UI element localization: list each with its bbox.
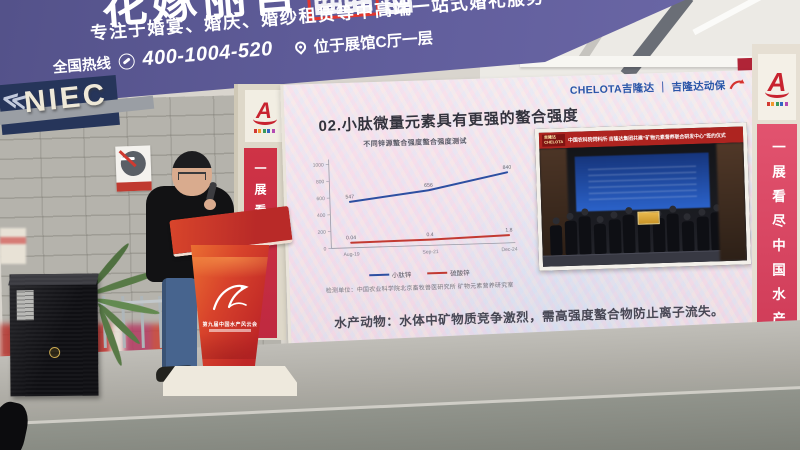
pa-speaker-logo-icon xyxy=(49,347,61,359)
chart-note: 检测单位：中国农业科学院北京畜牧兽医研究所 矿物元素营养研究室 xyxy=(325,282,514,295)
event-microtext xyxy=(253,128,275,133)
svg-text:800: 800 xyxy=(316,179,325,185)
photo-person xyxy=(578,208,593,256)
pa-speaker xyxy=(9,273,99,397)
sign-red-strip xyxy=(116,181,152,192)
svg-text:0: 0 xyxy=(324,246,327,252)
photo-person xyxy=(696,209,710,252)
photo-person xyxy=(710,204,724,251)
blurred-wall-sign xyxy=(0,228,26,264)
photo-caption: 中国农科院饲料所·吉隆达集团共建“矿物元素营养联合研发中心”签约仪式 xyxy=(568,132,726,144)
svg-text:547: 547 xyxy=(345,194,354,200)
photo-person xyxy=(564,213,578,256)
svg-text:656: 656 xyxy=(424,183,433,189)
photo-person xyxy=(608,211,622,255)
event-microtext xyxy=(766,101,788,106)
svg-text:840: 840 xyxy=(503,165,512,171)
photo-brand-logo: 吉隆达 CHELOTA xyxy=(541,134,566,147)
svg-text:600: 600 xyxy=(316,196,325,202)
svg-text:Dec-24: Dec-24 xyxy=(501,247,518,254)
right-banner-text: 一展看尽中国水产 xyxy=(770,140,785,336)
event-a-logo-icon: A xyxy=(253,97,277,125)
screen-brand: CHELOTA吉隆达 ｜ 吉隆达动保 xyxy=(570,77,745,97)
gold-plaque xyxy=(637,211,660,225)
ceiling-beam-horizontal xyxy=(520,56,800,67)
svg-text:400: 400 xyxy=(317,213,326,219)
brand-text: CHELOTA吉隆达 ｜ 吉隆达动保 xyxy=(569,79,726,97)
svg-text:1.8: 1.8 xyxy=(505,227,513,233)
legend-item: 小肽锌 xyxy=(368,269,412,280)
photo-person xyxy=(549,217,563,256)
presenter-hand xyxy=(204,199,216,210)
photo-blue-screen xyxy=(574,152,711,212)
svg-text:0.04: 0.04 xyxy=(346,235,356,241)
hotline-label: 全国热线 xyxy=(52,55,112,77)
svg-text:1000: 1000 xyxy=(313,162,325,168)
podium-event-subline xyxy=(190,329,270,332)
legend-label: 硫酸锌 xyxy=(450,270,470,278)
pa-speaker-label xyxy=(16,290,34,321)
svg-text:0.4: 0.4 xyxy=(426,232,434,238)
legend-item: 硫酸锌 xyxy=(427,267,470,278)
right-pillar-logo-panel: A xyxy=(758,54,796,120)
presenter-jeans xyxy=(162,278,197,372)
legend-label: 小肽锌 xyxy=(391,271,412,280)
presenter-head xyxy=(172,151,212,196)
location-text: 位于展馆C厅一层 xyxy=(313,29,434,56)
photo-person xyxy=(593,216,607,255)
podium-event-name: 第九届中国水产风云会 xyxy=(202,322,258,328)
left-pillar-logo-panel: A xyxy=(245,90,283,142)
fish-logo-icon xyxy=(212,284,249,311)
brand-swoosh-icon xyxy=(729,79,745,90)
legend-swatch xyxy=(427,271,448,275)
podium-wave xyxy=(190,319,270,359)
event-a-logo-icon: A xyxy=(764,66,789,98)
chelation-chart: 0 200 400 600 800 1000 Aug-19 Sep-21 Dec-24 547 65… xyxy=(313,159,518,259)
podium-wave xyxy=(190,257,270,291)
legend-swatch xyxy=(368,273,389,277)
svg-text:200: 200 xyxy=(317,230,326,236)
podium: 第九届中国水产风云会 xyxy=(190,245,270,371)
photo-person xyxy=(681,213,695,252)
hotline-number: 400-1004-520 xyxy=(141,37,274,71)
podium-base xyxy=(163,366,297,396)
chart-block: 不同锌源螯合强度螯合强度测试 0 200 400 600 800 1000 Aug-19 Se… xyxy=(299,134,536,299)
led-screen: CHELOTA吉隆达 ｜ 吉隆达动保 02.小肽微量元素具有更强的螯合强度 不同… xyxy=(280,70,765,367)
phone-icon xyxy=(118,52,136,70)
photo-brand-en: CHELOTA xyxy=(544,139,564,145)
photo-person xyxy=(622,207,637,254)
right-vertical-banner: 一展看尽中国水产 xyxy=(757,124,797,342)
ceremony-photo: 吉隆达 CHELOTA 中国农科院饲料所·吉隆达集团共建“矿物元素营养联合研发中… xyxy=(534,122,752,271)
photo-person xyxy=(725,212,739,251)
photo-body xyxy=(539,142,747,267)
no-smoking-sign xyxy=(115,145,152,192)
photo-person xyxy=(666,205,680,253)
svg-text:Sep-21: Sep-21 xyxy=(422,249,439,256)
location-pin-icon xyxy=(292,39,308,55)
svg-text:Aug-19: Aug-19 xyxy=(343,252,360,259)
